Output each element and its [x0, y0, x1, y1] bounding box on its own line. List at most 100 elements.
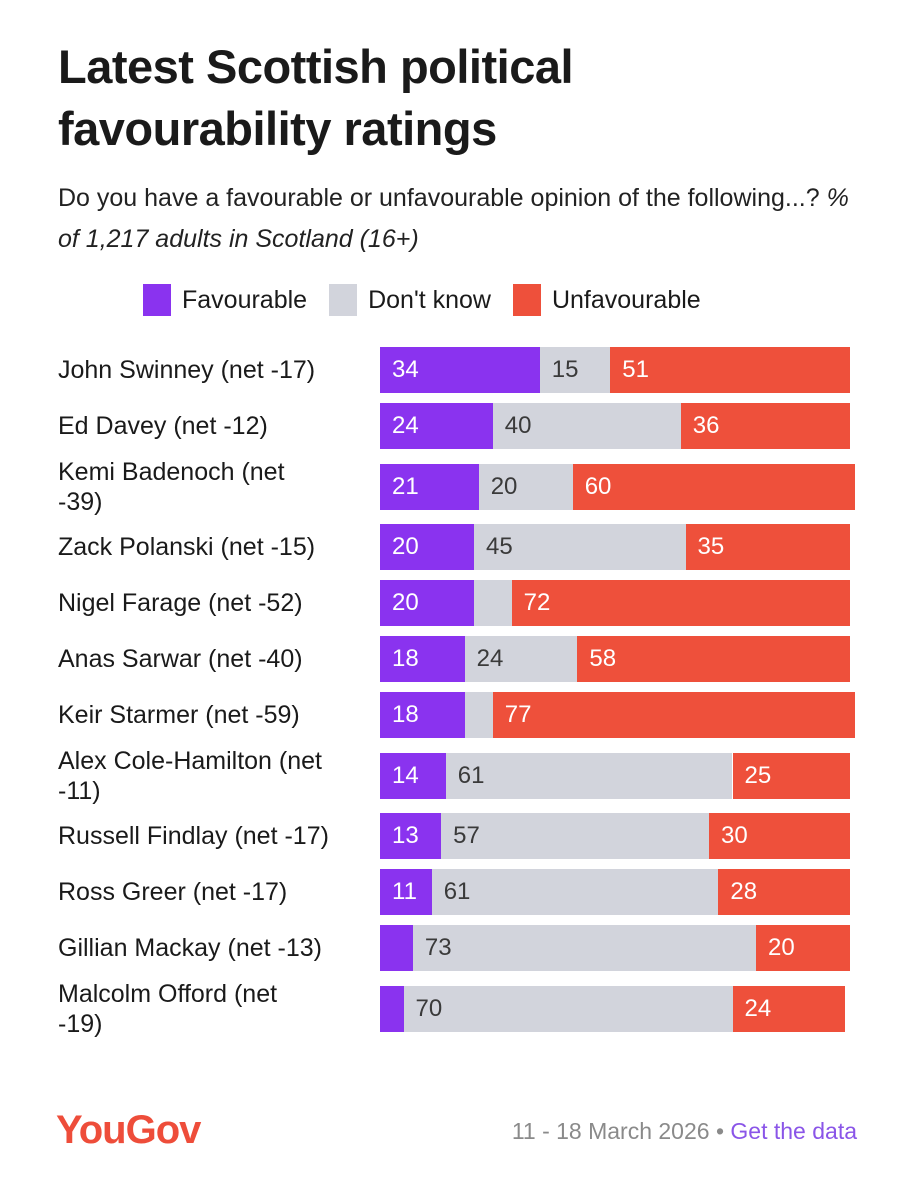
chart-title: Latest Scottish political favourability … [58, 40, 574, 155]
data-link[interactable]: Get the data [730, 1118, 857, 1144]
bar-group: 20 45 35 [380, 524, 850, 570]
bar-segment [474, 524, 686, 570]
bar-segment [539, 347, 611, 393]
legend: Favourable Don't know Unfavourable [143, 284, 723, 316]
bar-segment [380, 347, 540, 393]
bar-segment [492, 692, 855, 738]
row: John Swinney (net -17) 34 15 51 [58, 342, 878, 398]
bar-group: 13 57 30 [380, 813, 850, 859]
bar-group: 18 24 58 [380, 636, 850, 682]
bar-segment [380, 752, 446, 799]
row: Anas Sarwar (net -40) 18 24 58 [58, 631, 878, 687]
value-label: 60 [584, 472, 612, 500]
value-label: 35 [697, 533, 725, 560]
value-label: 73 [424, 934, 452, 961]
row: Ross Greer (net -17) 11 61 28 [58, 864, 878, 920]
legend-item: Don't know [329, 284, 491, 316]
legend-label: Unfavourable [551, 285, 701, 314]
row: Russell Findlay (net -17) 13 57 30 [58, 808, 878, 864]
category-label: Anas Sarwar (net -40) [58, 645, 303, 673]
category-label: Nigel Farage (net -52) [58, 589, 303, 617]
category-label: Alex Cole-Hamilton (net -11) [58, 746, 322, 805]
bar-segment [732, 752, 850, 799]
bar-group: 14 61 25 [380, 752, 850, 799]
bar-group: 21 20 60 [380, 463, 855, 510]
value-label: 40 [504, 412, 532, 439]
value-label: 61 [443, 878, 471, 905]
value-label: 72 [523, 589, 551, 616]
category-label: Malcolm Offord (net -19) [58, 979, 278, 1038]
legend-item: Unfavourable [512, 284, 701, 316]
value-label: 20 [392, 589, 419, 616]
value-label: 58 [589, 645, 617, 672]
value-label: 34 [392, 356, 419, 383]
row: Keir Starmer (net -59) 18 77 [58, 687, 878, 743]
value-label: 61 [457, 761, 485, 789]
plot: John Swinney (net -17) 34 15 51 Ed Davey (ne… [58, 342, 878, 1041]
value-label: 20 [392, 533, 419, 560]
bar-segment [756, 925, 850, 971]
bar-segment [572, 463, 855, 510]
value-label: 70 [415, 994, 443, 1022]
legend-item: Favourable [143, 284, 307, 316]
bar-segment [718, 869, 850, 915]
category-label: Gillian Mackay (net -13) [58, 934, 322, 962]
value-label: 18 [392, 645, 419, 672]
row: Ed Davey (net -12) 24 40 36 [58, 398, 878, 454]
separator: • [715, 1118, 725, 1144]
date: 11 - 18 March 2026 [511, 1118, 710, 1144]
subtitle: Do you have a favourable or unfavourable… [58, 178, 858, 260]
bar-segment [380, 580, 474, 626]
value-label: 13 [392, 822, 419, 849]
bar-segment [474, 580, 512, 626]
value-label: 77 [504, 701, 532, 728]
value-label: 15 [551, 356, 579, 383]
row: Alex Cole-Hamilton (net -11) 14 61 25 [58, 743, 878, 808]
bar-segment [577, 636, 850, 682]
bar-segment [380, 869, 432, 915]
value-label: 21 [392, 472, 419, 500]
row: Gillian Mackay (net -13) 73 20 [58, 920, 878, 976]
value-label: 36 [692, 412, 720, 439]
row: Kemi Badenoch (net -39) 21 20 60 [58, 454, 878, 519]
bar-group: 18 77 [380, 692, 855, 738]
legend-swatch [143, 284, 171, 316]
bar-segment [445, 752, 733, 799]
bar-segment [412, 925, 756, 971]
bar-segment [380, 636, 465, 682]
value-label: 20 [490, 472, 518, 500]
bar-segment [492, 403, 681, 449]
category-label: John Swinney (net -17) [58, 356, 316, 384]
bar-segment [685, 524, 850, 570]
legend-swatch [329, 284, 358, 316]
bar-segment [431, 869, 719, 915]
value-label: 18 [392, 701, 419, 728]
legend-label: Favourable [182, 285, 308, 314]
value-label: 11 [392, 878, 417, 905]
value-label: 20 [768, 934, 795, 961]
category-label: Ed Davey (net -12) [58, 412, 268, 440]
bar-segment [380, 813, 442, 859]
bar-group: 11 61 28 [380, 869, 850, 915]
bar-segment [380, 524, 474, 570]
category-label: Ross Greer (net -17) [58, 878, 288, 906]
logo: YouGov [56, 1108, 201, 1152]
category-label: Zack Polanski (net -15) [58, 533, 316, 561]
value-label: 24 [744, 994, 772, 1022]
row: Nigel Farage (net -52) 20 72 [58, 575, 878, 631]
bar-segment [610, 347, 850, 393]
row: Zack Polanski (net -15) 20 45 35 [58, 519, 878, 575]
value-label: 57 [453, 822, 480, 849]
bar-segment [464, 636, 578, 682]
subtitle-text: Do you have a favourable or unfavourable… [58, 184, 820, 212]
bar-segment [380, 985, 404, 1032]
bar-group: 34 15 51 [380, 347, 850, 393]
legend-swatch [512, 284, 541, 316]
legend-label: Don't know [368, 285, 491, 314]
value-label: 45 [486, 533, 513, 560]
bar-segment [709, 813, 850, 859]
bar-group: 70 24 [380, 985, 846, 1032]
value-label: 51 [622, 356, 649, 383]
value-label: 24 [476, 645, 504, 672]
value-label: 25 [744, 761, 772, 789]
